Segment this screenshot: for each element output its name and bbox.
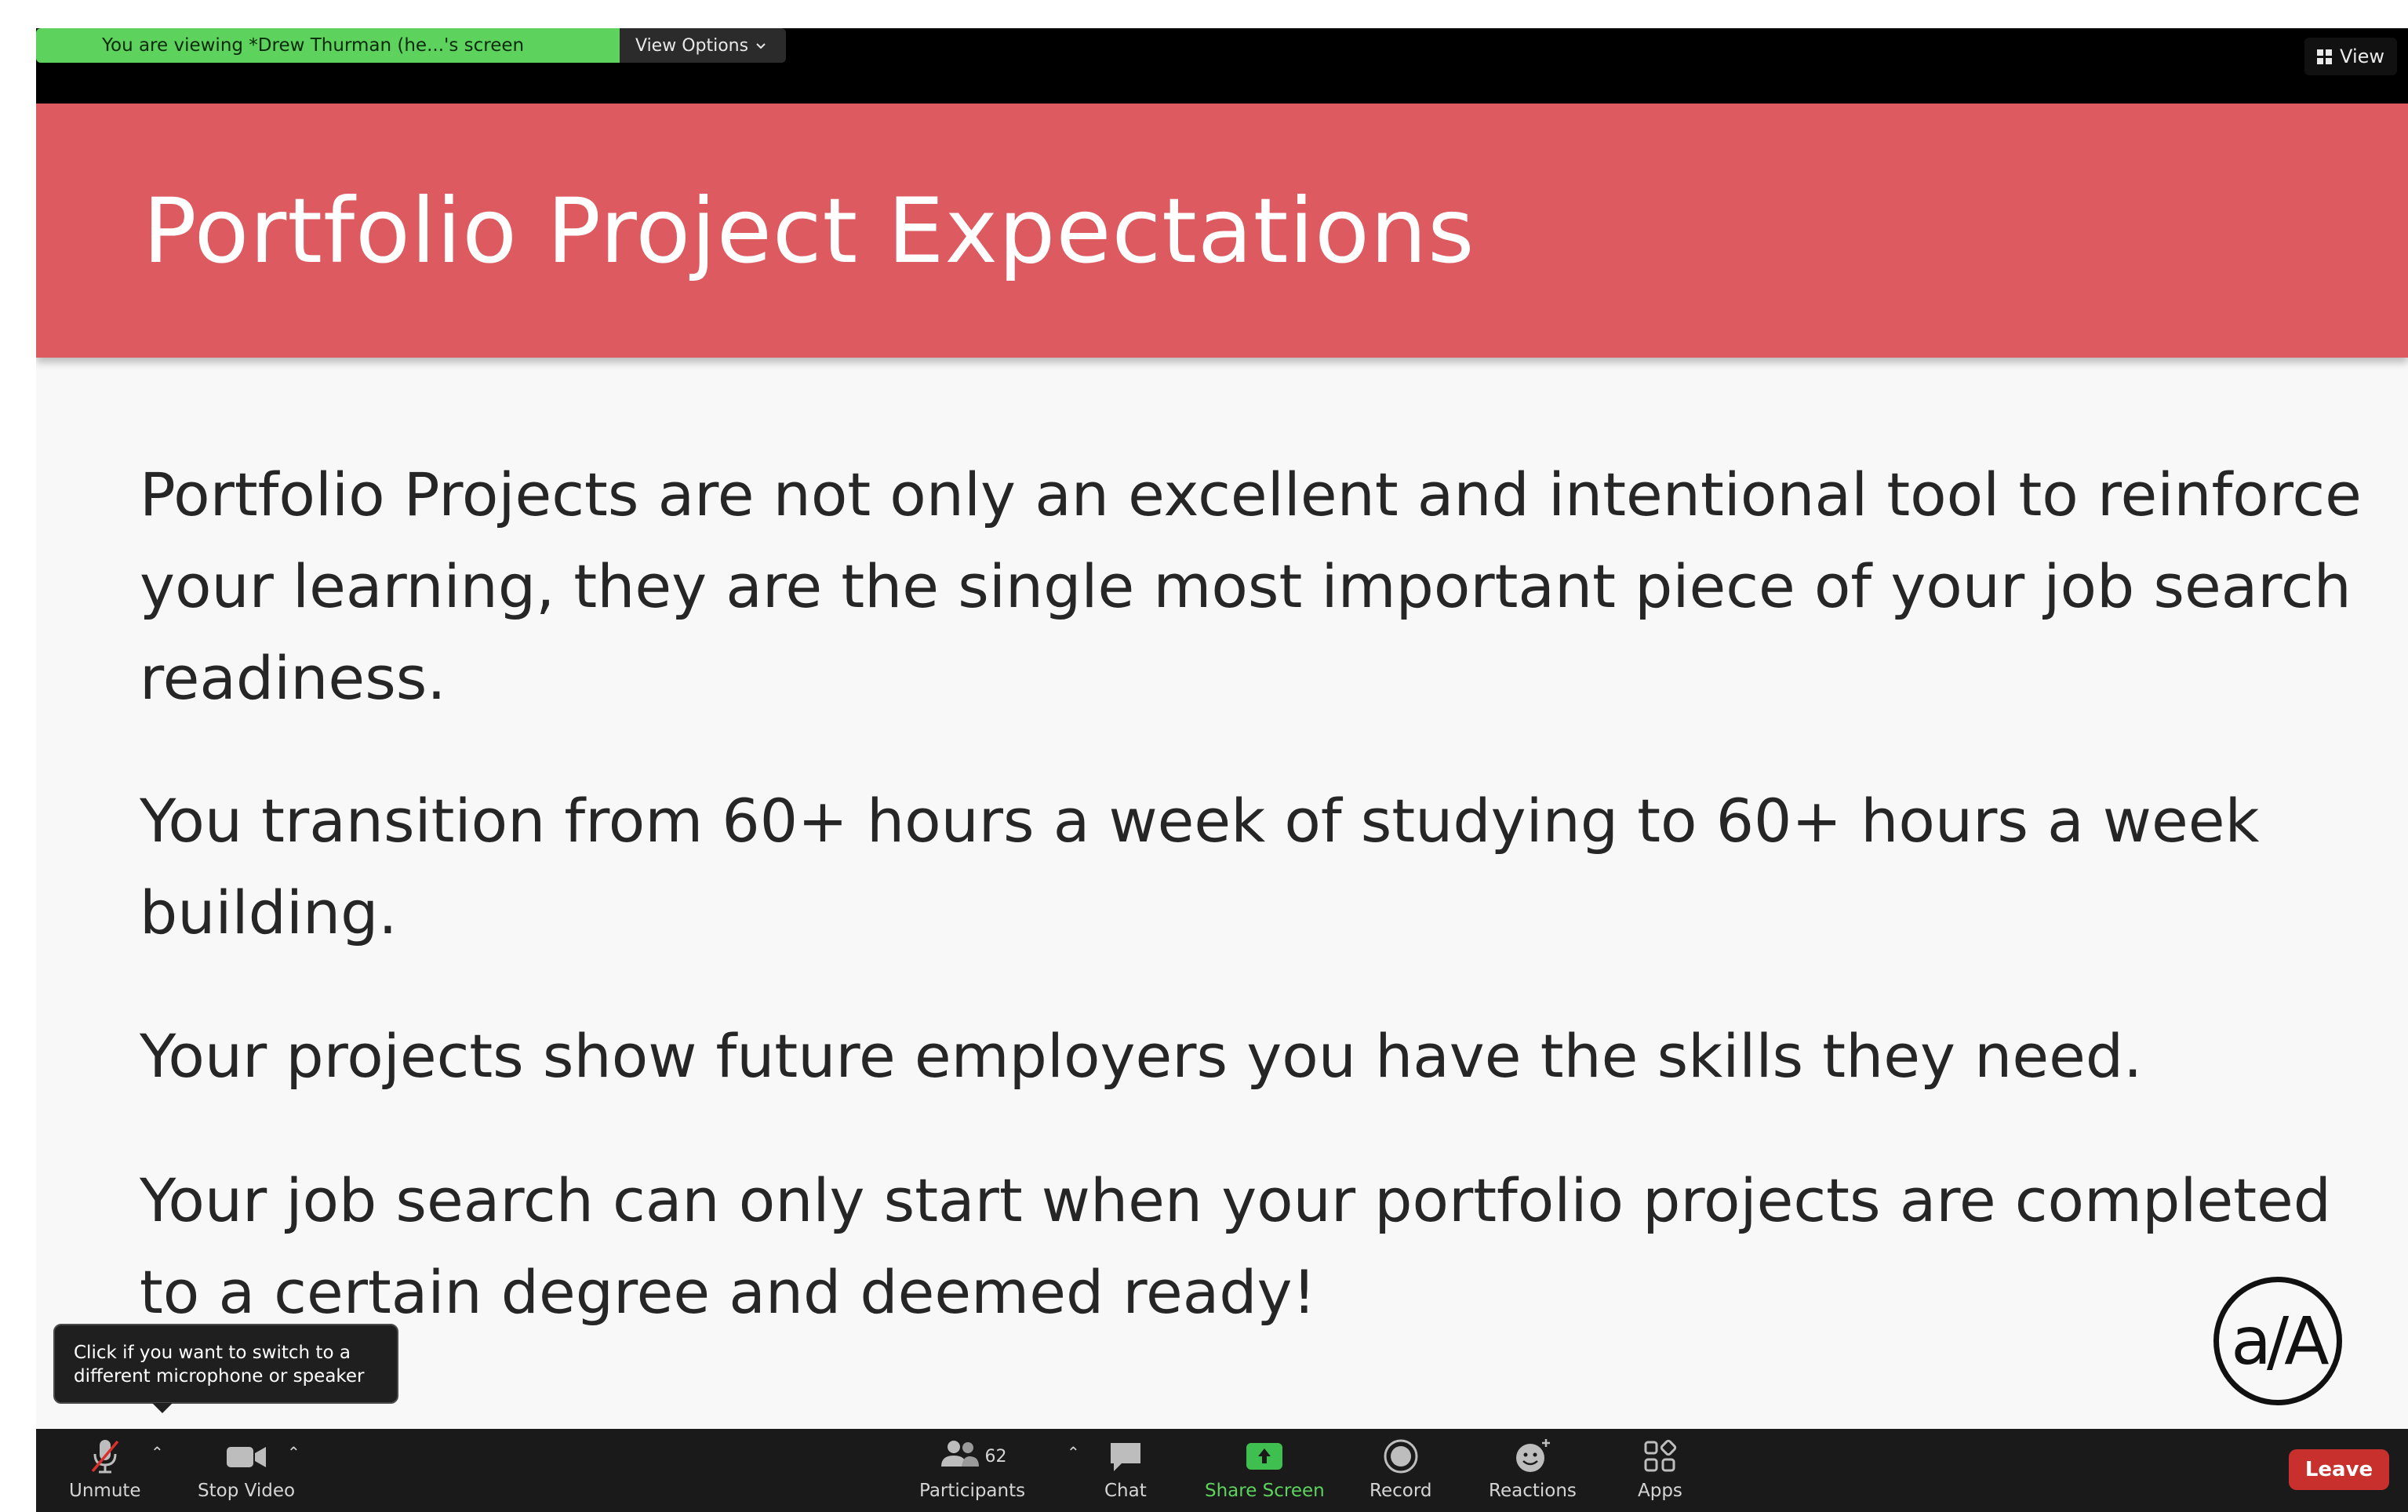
reactions-emoji-icon xyxy=(1513,1437,1552,1476)
unmute-label: Unmute xyxy=(69,1481,141,1501)
view-button[interactable]: View xyxy=(2304,38,2397,75)
apps-label: Apps xyxy=(1638,1481,1682,1501)
share-screen-button[interactable]: Share Screen xyxy=(1205,1437,1325,1501)
video-options-chevron-up-icon[interactable]: ⌃ xyxy=(287,1443,300,1462)
audio-tooltip: Click if you want to switch to a differe… xyxy=(53,1324,398,1413)
view-options-button[interactable]: View Options xyxy=(620,28,787,63)
shared-slide: Portfolio Project Expectations Portfolio… xyxy=(36,104,2408,1457)
record-button[interactable]: Record xyxy=(1370,1437,1431,1501)
apps-button[interactable]: Apps xyxy=(1638,1437,1682,1501)
view-button-label: View xyxy=(2340,45,2384,67)
reactions-button[interactable]: Reactions xyxy=(1489,1437,1577,1501)
record-label: Record xyxy=(1370,1481,1432,1501)
app-academy-logo: a/A xyxy=(2213,1277,2342,1405)
chat-button[interactable]: Chat xyxy=(1104,1437,1147,1501)
participants-icon xyxy=(938,1438,980,1474)
leave-button[interactable]: Leave xyxy=(2289,1449,2389,1490)
share-screen-label: Share Screen xyxy=(1205,1481,1325,1501)
viewing-status-text: You are viewing *Drew Thurman (he...'s s… xyxy=(36,28,620,63)
slide-paragraph: Your job search can only start when your… xyxy=(140,1165,2332,1327)
apps-icon xyxy=(1642,1437,1677,1476)
slide-paragraph: You transition from 60+ hours a week of … xyxy=(140,786,2260,947)
stop-video-label: Stop Video xyxy=(198,1481,296,1501)
video-camera-icon xyxy=(225,1437,267,1476)
view-options-label: View Options xyxy=(635,35,749,56)
share-screen-icon xyxy=(1245,1437,1284,1476)
slide-header: Portfolio Project Expectations xyxy=(36,104,2408,358)
participants-label: Participants xyxy=(919,1481,1026,1501)
stop-video-button[interactable]: Stop Video xyxy=(198,1437,295,1501)
audio-options-chevron-up-icon[interactable]: ⌃ xyxy=(151,1443,164,1462)
zoom-window: Portfolio Project Expectations Portfolio… xyxy=(36,28,2408,1512)
slide-paragraph: Portfolio Projects are not only an excel… xyxy=(140,460,2362,713)
meeting-toolbar: Unmute ⌃ Stop Video ⌃ xyxy=(36,1429,2408,1512)
reactions-label: Reactions xyxy=(1489,1481,1577,1501)
slide-paragraph: Your projects show future employers you … xyxy=(140,1021,2143,1091)
participants-count: 62 xyxy=(984,1446,1007,1467)
participants-options-chevron-up-icon[interactable]: ⌃ xyxy=(1067,1443,1080,1462)
slide-title: Portfolio Project Expectations xyxy=(143,179,1475,283)
participants-button[interactable]: 62 Participants xyxy=(919,1437,1025,1501)
record-icon xyxy=(1383,1437,1419,1476)
microphone-muted-icon xyxy=(86,1437,124,1476)
unmute-button[interactable]: Unmute xyxy=(69,1437,141,1501)
viewing-banner: You are viewing *Drew Thurman (he...'s s… xyxy=(36,28,787,63)
chevron-down-icon xyxy=(755,36,767,56)
chat-label: Chat xyxy=(1104,1481,1147,1501)
grid-view-icon xyxy=(2317,49,2333,64)
chat-bubble-icon xyxy=(1108,1437,1144,1476)
